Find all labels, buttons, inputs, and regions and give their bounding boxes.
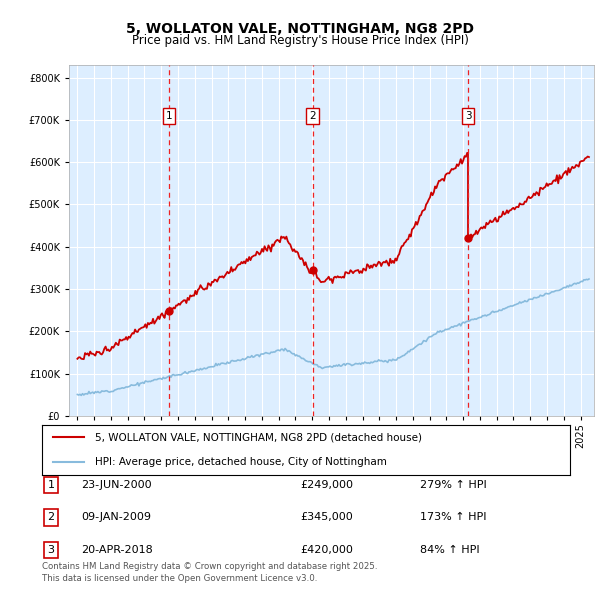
Text: 3: 3 [465, 111, 472, 120]
Text: 5, WOLLATON VALE, NOTTINGHAM, NG8 2PD (detached house): 5, WOLLATON VALE, NOTTINGHAM, NG8 2PD (d… [95, 432, 422, 442]
Text: 1: 1 [166, 111, 172, 120]
Text: 09-JAN-2009: 09-JAN-2009 [81, 513, 151, 522]
Text: Contains HM Land Registry data © Crown copyright and database right 2025.
This d: Contains HM Land Registry data © Crown c… [42, 562, 377, 583]
Text: 5, WOLLATON VALE, NOTTINGHAM, NG8 2PD: 5, WOLLATON VALE, NOTTINGHAM, NG8 2PD [126, 22, 474, 36]
Text: 23-JUN-2000: 23-JUN-2000 [81, 480, 152, 490]
Text: 173% ↑ HPI: 173% ↑ HPI [420, 513, 487, 522]
Text: Price paid vs. HM Land Registry's House Price Index (HPI): Price paid vs. HM Land Registry's House … [131, 34, 469, 47]
Text: 2: 2 [310, 111, 316, 120]
Text: 3: 3 [47, 545, 55, 555]
Text: 279% ↑ HPI: 279% ↑ HPI [420, 480, 487, 490]
Text: £345,000: £345,000 [300, 513, 353, 522]
Text: HPI: Average price, detached house, City of Nottingham: HPI: Average price, detached house, City… [95, 457, 386, 467]
Text: 84% ↑ HPI: 84% ↑ HPI [420, 545, 479, 555]
Text: £420,000: £420,000 [300, 545, 353, 555]
Text: 20-APR-2018: 20-APR-2018 [81, 545, 153, 555]
Text: 2: 2 [47, 513, 55, 522]
Text: £249,000: £249,000 [300, 480, 353, 490]
Text: 1: 1 [47, 480, 55, 490]
